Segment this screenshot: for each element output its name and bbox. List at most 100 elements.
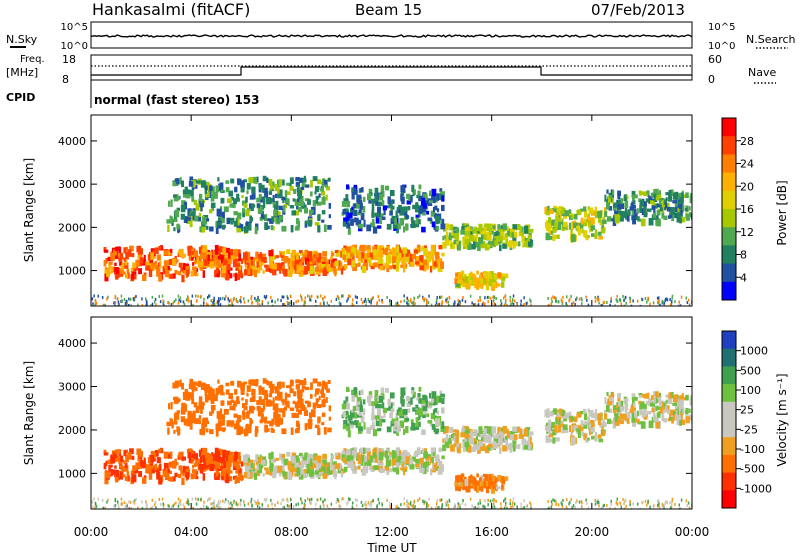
velocity-ground-cell — [504, 497, 506, 501]
power-echo-cell — [665, 202, 668, 208]
velocity-ground-cell — [159, 503, 162, 506]
velocity-echo-cell — [221, 414, 225, 420]
velocity-y-tick-label: 1000 — [58, 467, 86, 480]
power-echo-cell — [148, 269, 153, 277]
power-ground-cell — [523, 303, 525, 306]
velocity-ground-cell — [231, 506, 233, 509]
power-ground-cell — [286, 295, 288, 299]
velocity-echo-cell — [278, 408, 283, 413]
power-echo-cell — [202, 252, 207, 260]
power-ground-cell — [457, 299, 459, 303]
velocity-echo-cell — [368, 391, 373, 397]
power-echo-cell — [203, 259, 208, 266]
power-echo-cell — [429, 218, 433, 224]
velocity-echo-cell — [238, 467, 242, 473]
velocity-echo-cell — [477, 432, 482, 438]
velocity-ground-cell — [94, 502, 97, 506]
velocity-ground-cell — [212, 502, 214, 505]
velocity-echo-cell — [277, 465, 283, 473]
power-echo-cell — [240, 180, 245, 188]
velocity-ground-cell — [130, 507, 132, 509]
velocity-ground-cell — [192, 507, 194, 509]
power-echo-cell — [321, 263, 326, 269]
velocity-echo-cell — [310, 471, 315, 476]
power-ground-cell — [439, 295, 441, 299]
power-echo-cell — [634, 194, 638, 199]
velocity-echo-cell — [381, 402, 385, 409]
power-echo-cell — [303, 175, 306, 181]
power-ground-cell — [547, 304, 549, 306]
power-echo-cell — [663, 215, 668, 220]
power-echo-cell — [639, 205, 643, 213]
freq-tick-bottom: 8 — [62, 73, 69, 86]
velocity-echo-cell — [262, 417, 266, 423]
velocity-echo-cell — [373, 447, 378, 452]
velocity-ground-cell — [219, 500, 222, 504]
velocity-echo-cell — [118, 476, 124, 480]
velocity-echo-cell — [558, 408, 562, 414]
power-echo-cell — [478, 238, 484, 244]
velocity-ground-cell — [257, 498, 259, 502]
velocity-echo-cell — [234, 476, 237, 484]
velocity-echo-cell — [388, 456, 392, 461]
power-echo-cell — [115, 272, 119, 280]
power-echo-cell — [401, 260, 404, 265]
velocity-echo-cell — [323, 382, 328, 387]
velocity-ground-cell — [230, 501, 232, 505]
velocity-echo-cell — [460, 432, 465, 438]
power-echo-cell — [275, 217, 278, 224]
power-echo-cell — [254, 226, 258, 235]
power-echo-cell — [193, 251, 197, 257]
power-echo-cell — [309, 259, 314, 265]
velocity-ground-cell — [133, 499, 136, 503]
power-echo-cell — [680, 210, 683, 217]
velocity-echo-cell — [290, 427, 294, 435]
velocity-echo-cell — [456, 447, 461, 454]
power-echo-cell — [370, 222, 376, 228]
power-echo-cell — [297, 187, 300, 191]
power-echo-cell — [492, 276, 497, 285]
power-echo-cell — [258, 193, 262, 200]
power-echo-cell — [643, 212, 648, 218]
velocity-echo-cell — [204, 391, 207, 397]
velocity-echo-cell — [425, 399, 428, 408]
power-echo-cell — [512, 224, 517, 230]
velocity-echo-cell — [501, 479, 506, 485]
velocity-echo-cell — [643, 403, 647, 410]
velocity-echo-cell — [321, 383, 325, 392]
power-echo-cell — [620, 198, 624, 204]
velocity-echo-cell — [489, 481, 494, 487]
power-echo-cell — [140, 257, 144, 264]
power-echo-cell — [275, 255, 279, 259]
power-echo-cell — [487, 224, 492, 232]
velocity-echo-cell — [205, 387, 209, 393]
velocity-echo-cell — [352, 406, 357, 411]
power-ground-cell — [622, 295, 624, 298]
power-echo-cell — [262, 270, 265, 274]
power-ground-cell — [609, 303, 611, 306]
velocity-echo-cell — [115, 474, 119, 483]
velocity-echo-cell — [488, 483, 493, 489]
velocity-echo-cell — [276, 390, 280, 397]
power-echo-cell — [110, 252, 116, 261]
velocity-ground-cell — [407, 502, 409, 506]
power-ground-cell — [237, 300, 239, 304]
power-echo-cell — [202, 180, 206, 185]
velocity-echo-cell — [159, 463, 162, 471]
power-echo-cell — [303, 204, 307, 211]
velocity-echo-cell — [515, 444, 518, 449]
velocity-echo-cell — [497, 475, 502, 481]
velocity-ground-cell — [520, 502, 522, 506]
power-echo-cell — [262, 215, 266, 220]
velocity-ground-cell — [322, 500, 324, 504]
power-ground-cell — [209, 294, 211, 298]
power-echo-cell — [195, 180, 201, 184]
velocity-echo-cell — [110, 469, 113, 477]
power-ground-cell — [663, 301, 666, 305]
velocity-ground-cell — [547, 507, 549, 509]
velocity-echo-cell — [351, 409, 354, 413]
velocity-echo-cell — [170, 418, 173, 426]
power-echo-cell — [455, 227, 459, 234]
velocity-ground-cell — [141, 500, 143, 504]
power-echo-cell — [618, 209, 622, 213]
